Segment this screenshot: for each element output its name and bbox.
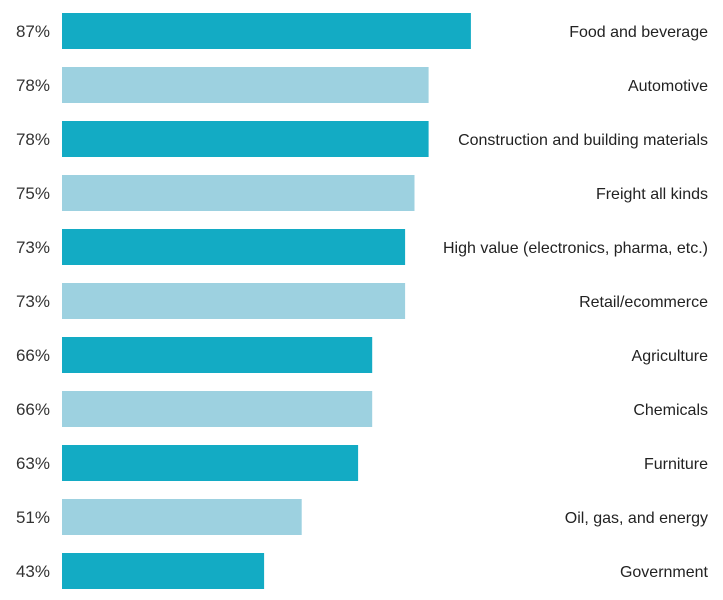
bar: [62, 13, 471, 49]
bar: [62, 283, 406, 319]
value-label: 66%: [16, 400, 50, 419]
value-label: 78%: [16, 130, 50, 149]
bar: [62, 391, 373, 427]
value-label: 66%: [16, 346, 50, 365]
bar: [62, 445, 359, 481]
value-label: 43%: [16, 562, 50, 581]
category-label: Food and beverage: [569, 24, 708, 41]
category-label: Retail/ecommerce: [579, 294, 708, 311]
category-label: Furniture: [644, 456, 708, 473]
category-label: Automotive: [628, 78, 708, 95]
value-label: 87%: [16, 22, 50, 41]
category-label: Construction and building materials: [458, 132, 708, 149]
value-label: 51%: [16, 508, 50, 527]
value-label: 78%: [16, 76, 50, 95]
bar: [62, 337, 373, 373]
bar: [62, 229, 406, 265]
value-label: 63%: [16, 454, 50, 473]
bar: [62, 67, 429, 103]
category-label: Agriculture: [632, 348, 709, 365]
bar: [62, 553, 265, 589]
category-label: Oil, gas, and energy: [565, 510, 708, 527]
bar: [62, 121, 429, 157]
category-label: High value (electronics, pharma, etc.): [443, 240, 708, 257]
value-label: 73%: [16, 292, 50, 311]
value-label: 73%: [16, 238, 50, 257]
category-label: Freight all kinds: [596, 186, 708, 203]
bar: [62, 175, 415, 211]
value-label: 75%: [16, 184, 50, 203]
category-label: Government: [620, 564, 709, 581]
category-label: Chemicals: [633, 402, 708, 419]
bar: [62, 499, 302, 535]
